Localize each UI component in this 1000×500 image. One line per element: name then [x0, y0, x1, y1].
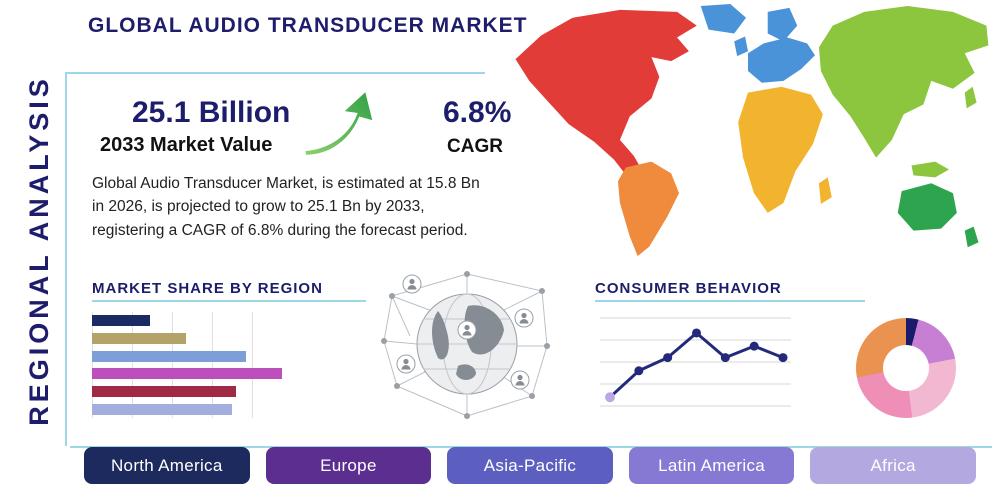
market-value-caption: 2033 Market Value — [100, 134, 273, 156]
market-share-heading: MARKET SHARE BY REGION — [92, 280, 323, 297]
bar-6 — [92, 403, 232, 415]
continent-europe — [748, 37, 815, 83]
continent-africa — [738, 86, 823, 213]
consumer-behavior-underline — [595, 300, 865, 302]
continent-madagascar — [818, 177, 832, 204]
continent-australia — [897, 183, 957, 231]
region-buttons-row: North America Europe Asia-Pacific Latin Ame… — [84, 447, 976, 484]
market-share-bar-chart — [92, 312, 292, 418]
bar-4 — [92, 368, 282, 380]
continent-indonesia — [911, 161, 949, 178]
bar-5 — [92, 386, 236, 398]
market-description: Global Audio Transducer Market, is estim… — [92, 175, 480, 239]
bar-2 — [92, 332, 186, 344]
growth-arrow-icon — [302, 87, 376, 158]
panel-left-border — [65, 72, 67, 446]
bar-3 — [92, 350, 246, 362]
region-button-asia-pacific[interactable]: Asia-Pacific — [447, 447, 613, 484]
consumer-behavior-line-chart — [600, 317, 791, 407]
continent-uk — [734, 36, 748, 57]
continent-new-zealand — [964, 226, 979, 248]
cagr-value: 6.8% — [443, 96, 512, 129]
region-button-latin-america[interactable]: Latin America — [628, 447, 795, 484]
regional-donut-chart — [856, 318, 956, 418]
side-label: REGIONAL ANALYSIS — [23, 74, 54, 426]
region-button-europe[interactable]: Europe — [265, 447, 432, 484]
continent-north-america — [515, 9, 697, 178]
world-map — [515, 3, 989, 257]
continent-greenland — [700, 3, 747, 34]
globe-network-illustration — [381, 271, 550, 419]
donut-hole — [883, 345, 929, 391]
page-title: GLOBAL AUDIO TRANSDUCER MARKET — [88, 14, 528, 37]
continent-japan — [964, 86, 977, 109]
region-button-africa[interactable]: Africa — [810, 447, 976, 484]
continent-south-america — [617, 161, 680, 257]
continent-scandinavia — [767, 7, 798, 42]
market-value: 25.1 Billion — [132, 96, 291, 129]
cagr-caption: CAGR — [447, 136, 503, 157]
continent-asia — [818, 5, 989, 158]
region-button-north-america[interactable]: North America — [84, 447, 250, 484]
bar-1 — [92, 315, 150, 326]
consumer-behavior-heading: CONSUMER BEHAVIOR — [595, 280, 782, 297]
market-share-underline — [92, 300, 366, 302]
panel-top-border — [65, 72, 485, 74]
